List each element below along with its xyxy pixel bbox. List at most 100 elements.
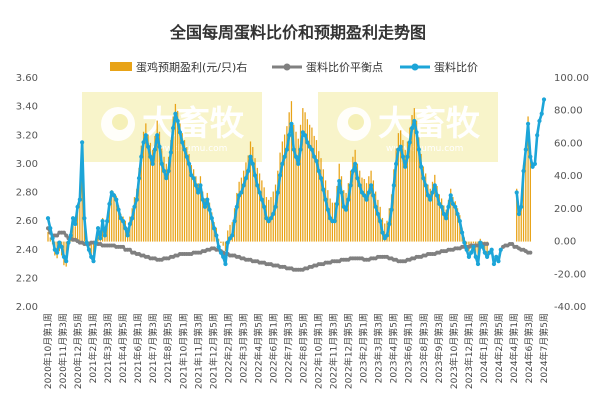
ratio-point — [264, 216, 269, 221]
ratio-point — [250, 161, 255, 166]
ratio-point — [136, 176, 142, 181]
profit-bar — [249, 141, 252, 242]
ratio-point — [371, 193, 376, 198]
ratio-point — [375, 211, 381, 217]
ratio-point — [216, 244, 221, 249]
profit-bar — [318, 151, 320, 242]
profit-bar — [288, 112, 290, 242]
profit-bar — [472, 241, 475, 243]
ratio-point — [328, 216, 333, 221]
profit-bar — [436, 185, 438, 242]
profit-bar — [404, 149, 406, 242]
ratio-point — [485, 254, 490, 260]
ratio-point — [523, 147, 528, 152]
ratio-point — [346, 197, 351, 202]
ratio-point — [321, 187, 326, 192]
profit-bar — [263, 187, 265, 242]
x-tick-label: 2020年11月第3周 — [57, 313, 69, 389]
profit-bar — [170, 140, 172, 242]
profit-bar — [527, 116, 529, 242]
ratio-point — [255, 183, 260, 188]
profit-bar — [370, 170, 372, 242]
breakeven-point — [510, 242, 515, 247]
ratio-point — [407, 140, 412, 145]
profit-bar — [90, 241, 92, 256]
ratio-point — [107, 201, 112, 207]
y-axis-right: -40.00 -20.00 0.00 20.00 40.00 60.00 80.00 100.… — [554, 73, 589, 313]
profit-bar — [218, 238, 220, 242]
profit-bar — [224, 241, 227, 252]
profit-bar — [281, 141, 283, 242]
ratio-point — [291, 147, 296, 152]
profit-bar — [402, 140, 404, 242]
ratio-point — [487, 250, 492, 255]
x-tick-label: 2023年4月第5周 — [388, 313, 400, 383]
profit-bar — [208, 202, 211, 242]
ratio-point — [175, 118, 180, 124]
ratio-point — [409, 125, 415, 131]
ratio-point — [196, 190, 201, 195]
ratio-point — [246, 168, 251, 174]
x-tick-label: 2024年1月第3周 — [478, 313, 490, 383]
x-tick-label: 2024年4月第1周 — [508, 313, 520, 383]
ratio-point — [180, 140, 185, 145]
x-tick-label: 2020年12月第5周 — [72, 313, 84, 389]
ratio-point — [59, 244, 64, 249]
profit-bar — [356, 163, 359, 242]
y-right-tick-label: -20.00 — [554, 269, 586, 280]
ratio-point — [257, 190, 262, 195]
x-tick-label: 2022年8月第5周 — [298, 313, 310, 383]
ratio-point — [448, 193, 453, 198]
profit-bar — [459, 215, 461, 242]
profit-bar — [311, 127, 313, 242]
profit-bar — [363, 179, 365, 242]
ratio-point — [262, 204, 267, 209]
x-tick-label: 2021年10月第1周 — [177, 313, 189, 389]
ratio-point — [450, 201, 456, 207]
ratio-point — [191, 176, 196, 181]
ratio-point — [439, 204, 444, 209]
profit-bar — [411, 115, 413, 242]
ratio-point — [398, 144, 403, 149]
profit-bar — [525, 142, 527, 242]
profit-bar — [345, 192, 347, 242]
profit-bar — [222, 241, 224, 246]
profit-bar — [161, 148, 163, 242]
profit-bar — [445, 209, 447, 242]
ratio-point — [95, 226, 101, 231]
profit-bar — [49, 237, 51, 242]
x-tick-label: 2023年12月第1周 — [463, 313, 475, 389]
ratio-point — [434, 193, 440, 198]
y-left-tick-label: 2.20 — [16, 273, 38, 284]
ratio-point — [419, 164, 424, 169]
profit-bar — [199, 176, 202, 242]
profit-bar — [167, 156, 170, 242]
ratio-point — [159, 161, 164, 166]
legend-label-breakeven: 蛋料比价平衡点 — [306, 60, 383, 74]
ratio-point — [491, 261, 497, 267]
profit-bar — [466, 241, 468, 245]
ratio-point — [416, 147, 421, 152]
x-tick-label: 2021年8月第5周 — [162, 313, 174, 383]
profit-bar — [142, 131, 145, 242]
ratio-point — [120, 219, 126, 224]
x-tick-label: 2022年11月第3周 — [328, 313, 340, 389]
profit-bar — [145, 123, 147, 242]
y-right-tick-label: 20.00 — [554, 204, 583, 215]
ratio-point — [387, 221, 392, 227]
ratio-point — [348, 183, 353, 188]
profit-bar — [340, 176, 343, 242]
ratio-point — [428, 197, 433, 202]
ratio-point — [384, 233, 390, 238]
ratio-point — [525, 121, 531, 126]
ratio-point — [232, 219, 237, 224]
ratio-point — [325, 207, 330, 212]
ratio-point — [516, 211, 522, 217]
profit-bar — [192, 169, 195, 242]
ratio-point — [444, 216, 449, 221]
ratio-point — [152, 147, 158, 152]
legend: 蛋鸡预期盈利(元/只)右 蛋料比价平衡点 蛋料比价 — [110, 60, 478, 74]
profit-bar — [427, 184, 429, 242]
profit-bar — [338, 163, 340, 242]
profit-bar — [79, 199, 81, 242]
